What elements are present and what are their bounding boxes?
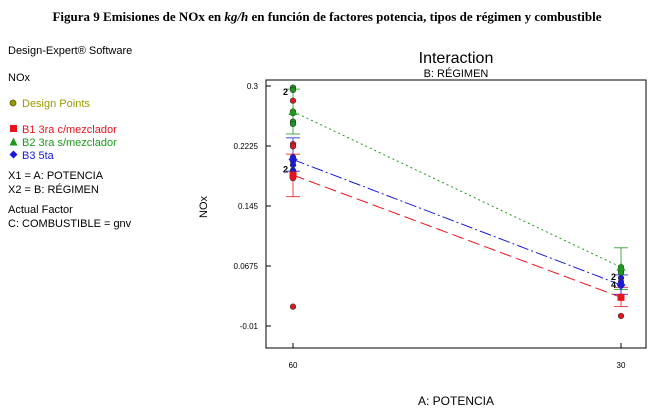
sidebar-info: Design-Expert® Software NOx Design Point… [8,44,213,231]
x-axis-label: A: POTENCIA [418,394,494,408]
chart-subtitle: B: RÉGIMEN [424,67,489,80]
factor-x2: X2 = B: RÉGIMEN [8,184,99,196]
diamond-marker-icon [8,150,18,163]
legend-label: B3 5ta [22,150,54,162]
square-marker-icon [8,124,18,137]
design-point [289,120,297,128]
y-tick-label: 0.2225 [234,142,259,151]
series-line [292,159,622,286]
series-line [292,174,622,298]
y-tick-label: 0.0675 [234,262,259,271]
response-name: NOx [8,72,30,84]
x-tick-label: 60 [289,361,298,370]
triangle-marker-icon [8,137,18,150]
design-point [289,143,297,150]
mean-marker [617,293,625,301]
design-points-label: Design Points [22,98,90,110]
mean-marker [616,280,626,290]
y-tick-label: 0.145 [238,202,259,211]
legend-label: B2 3ra s/mezclador [22,137,117,149]
point-count-label: 2 [611,272,616,282]
point-count-label: 2 [283,87,288,97]
mean-marker [288,107,298,116]
x-tick-label: 30 [617,361,626,370]
software-name: Design-Expert® Software [8,45,133,57]
y-tick-label: 0.3 [247,82,259,91]
legend-item: B1 3ra c/mezclador [8,124,213,137]
design-point [289,86,297,93]
plot-frame [265,79,647,349]
point-count-label: 2 [283,165,288,175]
caption-unit: kg/h [224,9,249,24]
y-tick-label: -0.01 [240,322,259,331]
point-count-label: 4 [611,280,616,290]
y-axis-label: NOx [198,196,210,219]
design-point [289,97,297,104]
legend-item: B3 5ta [8,150,213,163]
legend-item: B2 3ra s/mezclador [8,137,213,150]
legend: B1 3ra c/mezclador B2 3ra s/mezclador B3 5… [8,124,213,163]
mean-marker [616,262,626,271]
figure-caption: Figura 9 Emisiones de NOx en kg/h en fun… [0,9,654,25]
actual-factor: C: COMBUSTIBLE = gnv [8,218,132,230]
caption-prefix: Figura 9 Emisiones de NOx en [52,9,225,24]
mean-marker [289,171,297,179]
factor-x1: X1 = A: POTENCIA [8,170,104,182]
design-points-legend: Design Points [8,98,213,111]
design-point [617,312,625,320]
caption-suffix: en función de factores potencia, tipos d… [248,9,602,24]
design-point [289,303,297,310]
legend-label: B1 3ra c/mezclador [22,124,117,136]
chart-title: Interaction [419,50,494,67]
actual-factor-title: Actual Factor [8,204,73,216]
mean-marker [288,155,298,165]
design-point-icon [8,98,18,111]
series-line [292,111,622,268]
